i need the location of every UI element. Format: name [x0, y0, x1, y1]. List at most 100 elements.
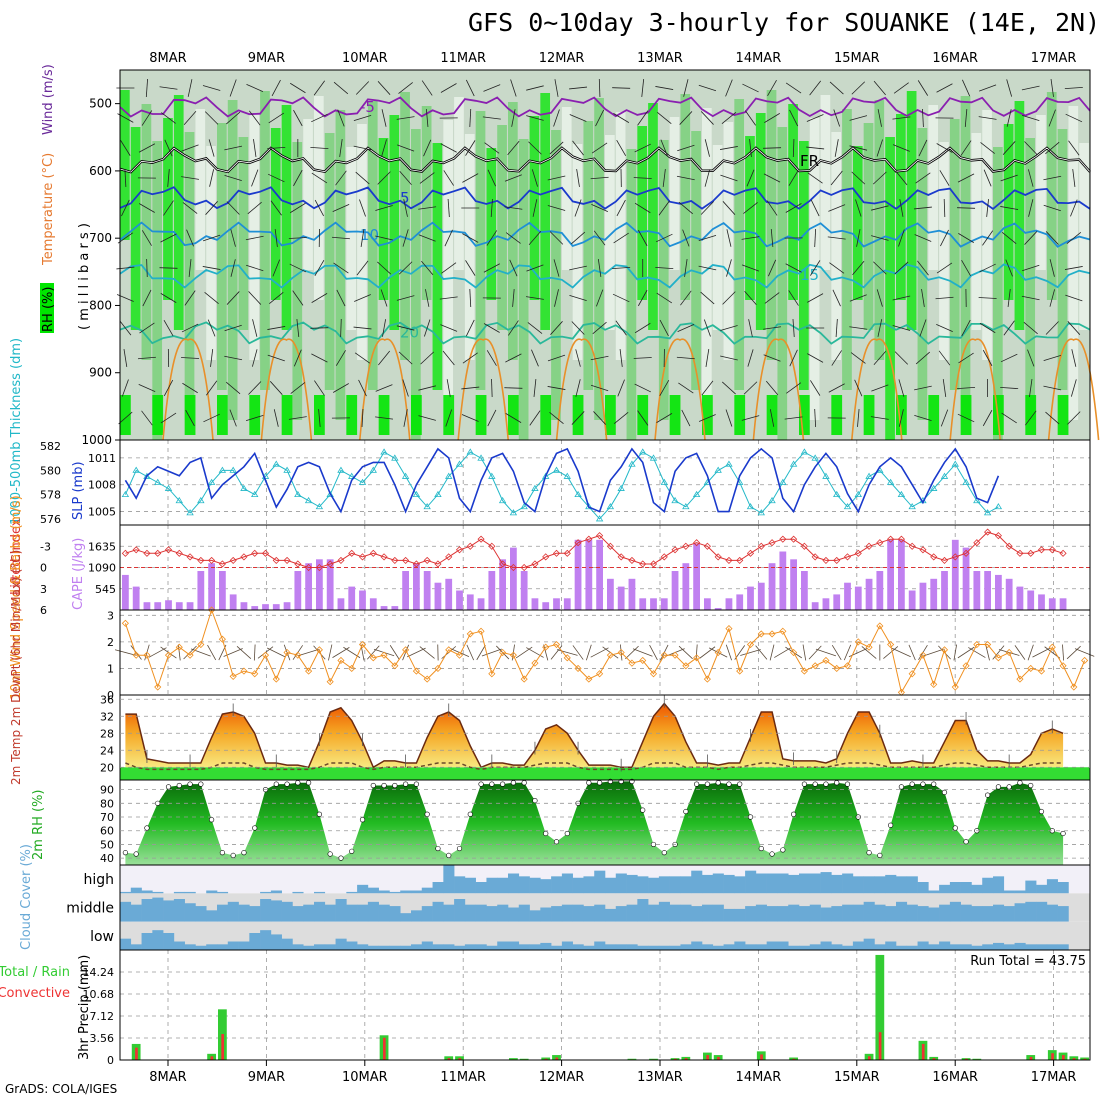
cloud-bar — [939, 904, 951, 922]
slp-line — [124, 447, 1000, 514]
cloud-bar — [691, 906, 703, 922]
cloud-bar — [658, 945, 670, 950]
rh-point — [122, 850, 128, 856]
wind-speed-point — [455, 651, 464, 659]
rh-point — [532, 797, 538, 804]
rh-streak — [292, 142, 303, 420]
cloud-bar — [400, 945, 412, 950]
cloud-bar — [637, 876, 649, 894]
wind-barb — [482, 116, 501, 120]
wind-barb — [922, 108, 924, 128]
thickness-point — [369, 466, 377, 473]
wind-barb-10m — [678, 645, 693, 660]
wind-speed-point — [725, 625, 733, 633]
cape-bar — [456, 590, 463, 610]
rh-point — [306, 780, 312, 786]
cloud-bar — [594, 870, 606, 894]
precip-total-bar — [875, 954, 885, 1060]
wind-barb — [763, 147, 782, 149]
cloud-bar — [982, 944, 994, 950]
cloud-bar — [464, 877, 476, 894]
wind-barb — [940, 229, 949, 247]
wind-barb — [247, 201, 262, 215]
wind-barb-10m — [802, 644, 807, 661]
cape-bar — [984, 571, 991, 610]
lifted-index-tick-label: -3 — [40, 540, 51, 553]
wind-speed-point — [358, 640, 367, 649]
cape-bar — [337, 598, 345, 610]
wind-barb — [1043, 354, 1062, 362]
lifted-index-point — [520, 563, 528, 572]
wind-barb — [163, 200, 174, 216]
cloud-bar — [648, 877, 660, 894]
wind-barb-10m — [572, 645, 584, 660]
rh-point — [349, 848, 355, 854]
wind-barb — [766, 200, 778, 216]
cloud-bar — [206, 910, 218, 922]
rh-streak — [777, 127, 788, 440]
wind-barb — [814, 228, 817, 248]
wind-barb-10m — [550, 645, 563, 660]
rh-point — [413, 781, 419, 787]
rh-streak — [518, 139, 529, 440]
cape-bar — [596, 539, 603, 610]
cloud-bar — [217, 891, 229, 894]
rh-point — [597, 780, 603, 786]
lifted-index-point — [606, 542, 614, 550]
cloud-bar — [346, 891, 358, 894]
wind-barb — [655, 86, 674, 90]
wind-barb — [398, 351, 413, 365]
wind-barb — [1072, 169, 1076, 187]
wind-barb — [253, 139, 257, 157]
cape-bar — [682, 563, 690, 610]
precip-convective-bar — [878, 1032, 882, 1060]
wind-barb-10m — [908, 644, 916, 661]
wind-barb — [440, 324, 458, 332]
precip-tick-label: 10.68 — [83, 988, 115, 1001]
cloud-bar — [497, 904, 509, 922]
wind-barb — [785, 82, 802, 94]
lifted-index-point — [315, 563, 323, 572]
warm-contour — [555, 338, 608, 441]
wind-barb — [531, 349, 539, 367]
thickness-point — [326, 490, 334, 498]
lifted-index-point — [283, 556, 291, 564]
thickness-point — [746, 503, 755, 510]
warm-contour — [162, 338, 214, 441]
cloud-bar — [497, 877, 509, 894]
wind-barb — [962, 79, 971, 97]
precip-total-label: Total / Rain — [0, 965, 70, 980]
cloud-bar — [249, 933, 261, 950]
rh-tick-label: 80 — [100, 797, 114, 810]
cloud-bar — [809, 904, 821, 922]
rh-streak — [281, 105, 292, 330]
wind-barb — [181, 357, 200, 359]
rh-surface-streak — [637, 395, 649, 435]
thickness-point — [639, 448, 647, 455]
cape-bar — [628, 578, 636, 610]
wind-barb — [314, 260, 325, 276]
rh-point — [1017, 780, 1023, 786]
wind-barb — [829, 81, 844, 95]
rh-point — [920, 781, 926, 787]
wind-barb — [378, 350, 391, 366]
wind-barb — [1067, 411, 1081, 425]
wind-barb — [1021, 85, 1040, 91]
top-date-label: 15MAR — [834, 51, 880, 66]
wind-speed-point — [682, 662, 690, 670]
wind-barb — [354, 294, 371, 302]
wind-barb — [269, 292, 284, 304]
cape-bar — [693, 543, 700, 610]
rh-point — [155, 800, 161, 806]
wind-barb — [726, 259, 732, 277]
cloud-bar — [594, 904, 606, 922]
temp-line — [125, 702, 1064, 769]
precip-total-bar — [455, 1056, 464, 1060]
wind-barb — [267, 146, 286, 150]
cloud-bar — [745, 944, 757, 950]
rh-2m-axis-label: 2m RH (%) — [31, 789, 46, 860]
run-total-annotation: Run Total = 43.75 — [970, 954, 1086, 969]
wind-barb — [202, 266, 221, 270]
cloud-bar — [906, 945, 918, 950]
upper-air-panel: -5 FR 5 10 15 20 — [116, 70, 1100, 441]
